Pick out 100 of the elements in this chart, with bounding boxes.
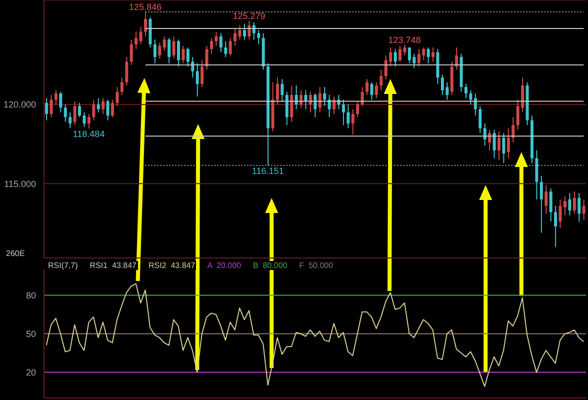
candlestick bbox=[248, 20, 251, 40]
line-series bbox=[46, 283, 584, 387]
candlestick bbox=[45, 98, 48, 121]
candlestick bbox=[172, 36, 176, 60]
ref-line-label: A 20.000 bbox=[206, 261, 242, 270]
annotation: RSI1 43.847 bbox=[88, 261, 138, 270]
y-tick-label: 120.000 bbox=[3, 100, 36, 110]
candlestick bbox=[139, 26, 142, 45]
text: RSI2 43.847 bbox=[148, 261, 196, 270]
candlestick bbox=[210, 37, 213, 54]
candlestick bbox=[82, 112, 86, 128]
candlestick bbox=[87, 113, 90, 129]
candlestick bbox=[177, 39, 180, 67]
candlestick bbox=[582, 198, 586, 221]
candlestick bbox=[568, 192, 572, 216]
candlestick bbox=[469, 90, 472, 105]
candlestick bbox=[134, 31, 138, 50]
candlestick bbox=[572, 191, 576, 214]
annotation: 123.748 bbox=[388, 35, 421, 46]
candlestick bbox=[257, 30, 260, 45]
candlestick bbox=[276, 77, 279, 105]
candlestick bbox=[464, 83, 468, 99]
candlestick bbox=[318, 86, 322, 113]
annotation: 125.279 bbox=[232, 10, 266, 21]
candlestick bbox=[398, 45, 402, 62]
candlestick bbox=[50, 94, 53, 118]
candlestick bbox=[554, 205, 558, 248]
candlestick bbox=[125, 56, 128, 86]
candlestick bbox=[314, 92, 317, 118]
candlestick bbox=[116, 86, 119, 107]
text: 260E bbox=[6, 249, 25, 258]
candlestick bbox=[290, 84, 294, 122]
candlestick bbox=[64, 104, 67, 122]
candlestick bbox=[54, 90, 58, 105]
candlestick bbox=[502, 132, 506, 164]
candlestick bbox=[68, 112, 72, 129]
candlestick bbox=[394, 48, 397, 67]
candlestick bbox=[497, 130, 500, 160]
candlestick bbox=[483, 122, 486, 146]
candlestick bbox=[506, 128, 510, 159]
candlestick bbox=[228, 37, 232, 56]
candlestick bbox=[280, 78, 284, 102]
y-tick-label: 50 bbox=[26, 328, 36, 339]
candlestick bbox=[186, 46, 190, 67]
candlestick bbox=[242, 23, 246, 40]
y-tick-label: 115.000 bbox=[4, 178, 36, 189]
candlestick bbox=[238, 24, 242, 40]
ref-line-label: B 80.000 bbox=[252, 261, 288, 270]
candlestick bbox=[370, 82, 374, 100]
candlestick bbox=[544, 184, 548, 214]
candlestick bbox=[182, 45, 185, 64]
candlestick bbox=[158, 42, 162, 60]
candlestick bbox=[432, 46, 435, 62]
candlestick bbox=[351, 108, 354, 136]
annotation: 116.151 bbox=[252, 166, 284, 176]
candlestick bbox=[73, 100, 76, 126]
candlestick bbox=[549, 188, 552, 222]
candlestick bbox=[304, 90, 308, 110]
candlestick bbox=[111, 99, 114, 118]
annotation: 125.846 bbox=[129, 2, 162, 12]
candlestick bbox=[92, 99, 96, 121]
candlestick bbox=[130, 39, 133, 66]
candlestick bbox=[78, 102, 82, 118]
ref-line-label: F 50.000 bbox=[298, 261, 334, 270]
candlestick bbox=[346, 104, 350, 129]
candlestick bbox=[162, 36, 166, 52]
candlestick bbox=[512, 116, 515, 143]
candlestick bbox=[200, 60, 204, 88]
candlestick bbox=[478, 106, 482, 134]
candlestick bbox=[374, 82, 378, 99]
candlestick bbox=[96, 98, 100, 113]
candlestick bbox=[578, 192, 581, 222]
y-tick-label: 20 bbox=[26, 367, 36, 378]
candlestick bbox=[153, 39, 156, 64]
candlestick bbox=[144, 11, 148, 37]
candlestick bbox=[205, 45, 208, 70]
candlestick bbox=[168, 37, 171, 64]
candlestick bbox=[285, 91, 288, 126]
candlestick bbox=[234, 28, 237, 46]
candlestick bbox=[196, 62, 199, 98]
candlestick bbox=[224, 40, 228, 58]
candlestick bbox=[356, 100, 360, 118]
y-tick-label: 80 bbox=[26, 290, 36, 300]
candlestick bbox=[366, 78, 369, 96]
candlestick bbox=[106, 99, 110, 121]
candlestick bbox=[360, 86, 364, 107]
candlestick bbox=[492, 129, 496, 159]
candlestick bbox=[102, 98, 105, 114]
candlestick bbox=[455, 46, 458, 70]
chart-title: RSI(7,7) bbox=[47, 261, 79, 270]
candlestick bbox=[535, 150, 538, 200]
candlestick bbox=[426, 46, 430, 64]
candlestick bbox=[120, 77, 124, 96]
candlestick bbox=[59, 91, 62, 113]
candlestick bbox=[323, 86, 326, 107]
candlestick bbox=[219, 32, 222, 53]
candlestick bbox=[214, 31, 218, 46]
annotation: 118.484 bbox=[72, 128, 105, 139]
candlestick bbox=[474, 92, 477, 116]
candlestick bbox=[380, 69, 383, 91]
